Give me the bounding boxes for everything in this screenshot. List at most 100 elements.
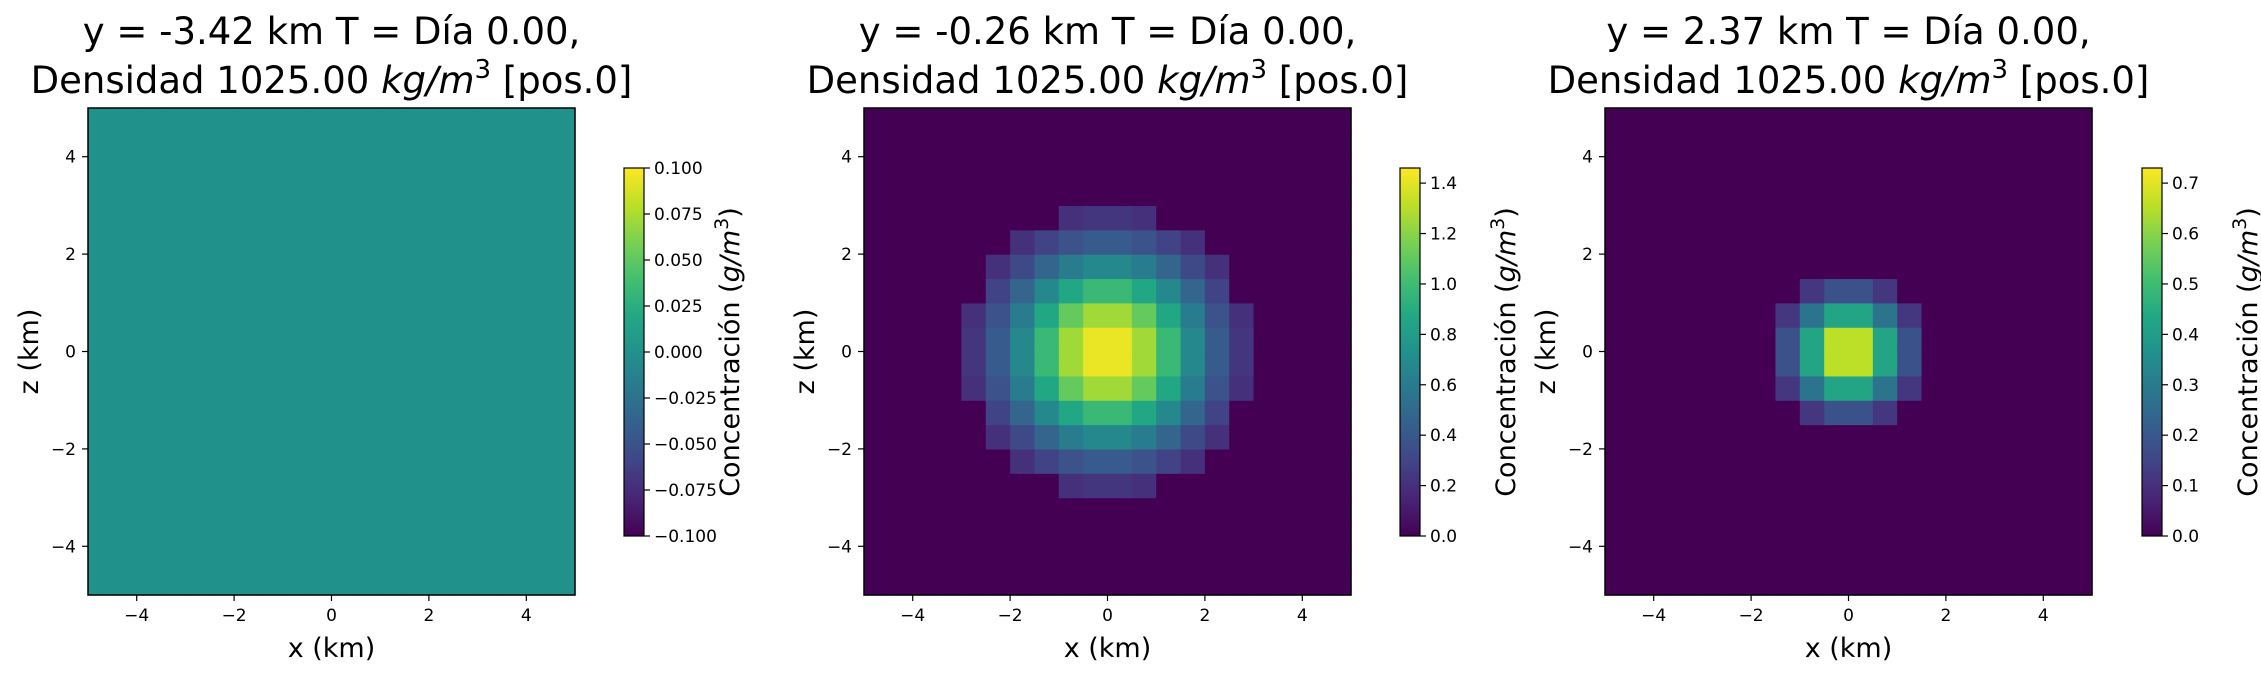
- heatmap-cell: [1107, 375, 1133, 401]
- heatmap-cell: [355, 375, 381, 401]
- heatmap-cell: [1872, 521, 1898, 547]
- heatmap-cell: [1848, 473, 1874, 499]
- colorbar-tick-label: 0.6: [1430, 376, 1457, 396]
- heatmap-cell: [2018, 375, 2044, 401]
- heatmap-cell: [1058, 570, 1084, 596]
- heatmap-cell: [404, 375, 430, 401]
- x-tick-label: 2: [1940, 606, 1951, 626]
- heatmap-cell: [209, 108, 235, 133]
- heatmap-cell: [1824, 400, 1850, 426]
- heatmap-cell: [550, 473, 576, 499]
- heatmap-cell: [1034, 108, 1060, 133]
- heatmap-cell: [1302, 205, 1328, 231]
- heatmap-cell: [1872, 473, 1898, 499]
- heatmap-cell: [2043, 375, 2069, 401]
- heatmap-cell: [1751, 424, 1777, 450]
- heatmap-cell: [355, 546, 381, 572]
- heatmap-cell: [961, 254, 987, 280]
- heatmap-cell: [404, 570, 430, 596]
- heatmap-cell: [1848, 448, 1874, 474]
- heatmap-cell: [1034, 205, 1060, 231]
- heatmap-cell: [1921, 546, 1947, 572]
- colorbar-tick-label: 1.4: [1430, 174, 1457, 194]
- heatmap-cell: [88, 254, 113, 280]
- heatmap-cell: [1994, 546, 2020, 572]
- heatmap-cell: [888, 132, 914, 158]
- heatmap-cell: [404, 205, 430, 231]
- heatmap-cell: [1010, 351, 1036, 377]
- heatmap-cell: [1751, 278, 1777, 304]
- heatmap-cell: [234, 132, 260, 158]
- heatmap-cell: [1897, 327, 1923, 353]
- heatmap-cell: [428, 156, 454, 182]
- heatmap-cell: [864, 497, 889, 523]
- heatmap-cell: [1775, 448, 1801, 474]
- heatmap-cell: [88, 229, 113, 255]
- heatmap-cell: [307, 497, 333, 523]
- heatmap-cell: [161, 108, 186, 133]
- heatmap-cell: [1824, 108, 1850, 133]
- heatmap-cell: [185, 205, 211, 231]
- heatmap-cell: [1229, 254, 1255, 280]
- plot-title-line2: Densidad 1025.00 kg/m3 [pos.0]: [807, 55, 1409, 102]
- heatmap-cell: [112, 132, 138, 158]
- heatmap-cell: [1799, 497, 1825, 523]
- heatmap-cell: [912, 400, 938, 426]
- heatmap-cell: [1653, 497, 1679, 523]
- heatmap-cell: [1629, 156, 1655, 182]
- heatmap-cell: [2043, 473, 2069, 499]
- heatmap-cell: [1277, 205, 1303, 231]
- heatmap-cell: [1775, 205, 1801, 231]
- heatmap-cell: [1775, 400, 1801, 426]
- heatmap-cell: [331, 205, 357, 231]
- heatmap-cell: [1083, 108, 1109, 133]
- heatmap-cell: [961, 473, 987, 499]
- heatmap-cell: [1277, 424, 1303, 450]
- colorbar-tick-label: 0.8: [1430, 325, 1457, 345]
- heatmap-cell: [501, 181, 527, 206]
- heatmap-cell: [1180, 229, 1206, 255]
- heatmap-cell: [282, 448, 308, 474]
- heatmap-cell: [1083, 132, 1109, 158]
- heatmap-cell: [1204, 327, 1230, 353]
- y-tick-label: −2: [827, 440, 852, 460]
- heatmap-cell: [912, 108, 938, 133]
- heatmap-cell: [1921, 521, 1947, 547]
- heatmap-cell: [526, 108, 552, 133]
- heatmap-cell: [1653, 400, 1679, 426]
- heatmap-cell: [1107, 473, 1133, 499]
- heatmap-cell: [1204, 473, 1230, 499]
- heatmap-cell: [1302, 132, 1328, 158]
- heatmap-cell: [1702, 181, 1728, 206]
- heatmap-cell: [355, 229, 381, 255]
- heatmap-cell: [331, 302, 357, 328]
- heatmap-cell: [1702, 327, 1728, 353]
- heatmap-cell: [2043, 400, 2069, 426]
- heatmap-cell: [550, 108, 576, 133]
- heatmap-cell: [1253, 375, 1279, 401]
- heatmap-cell: [1034, 278, 1060, 304]
- heatmap-cell: [985, 302, 1011, 328]
- heatmap-cell: [1678, 424, 1703, 450]
- heatmap-cell: [1726, 229, 1752, 255]
- subplot-3: y = 2.37 km T = Día 0.00,Densidad 1025.0…: [1531, 10, 2261, 664]
- heatmap-cell: [161, 351, 186, 377]
- heatmap-cell: [2067, 156, 2093, 182]
- heatmap-cell: [1726, 570, 1752, 596]
- heatmap-cell: [258, 156, 284, 182]
- heatmap-cell: [1751, 497, 1777, 523]
- heatmap-cell: [1678, 278, 1703, 304]
- heatmap-cell: [453, 448, 479, 474]
- heatmap-cell: [1921, 181, 1947, 206]
- heatmap-cell: [428, 181, 454, 206]
- heatmap-cell: [1302, 546, 1328, 572]
- heatmap-cell: [1921, 424, 1947, 450]
- heatmap-cell: [2018, 205, 2044, 231]
- heatmap-cell: [258, 205, 284, 231]
- heatmap-cell: [1180, 497, 1206, 523]
- heatmap-cell: [1107, 327, 1133, 353]
- heatmap-cell: [1605, 375, 1630, 401]
- heatmap-cell: [1751, 156, 1777, 182]
- heatmap-cell: [937, 546, 962, 572]
- heatmap-cell: [1897, 254, 1923, 280]
